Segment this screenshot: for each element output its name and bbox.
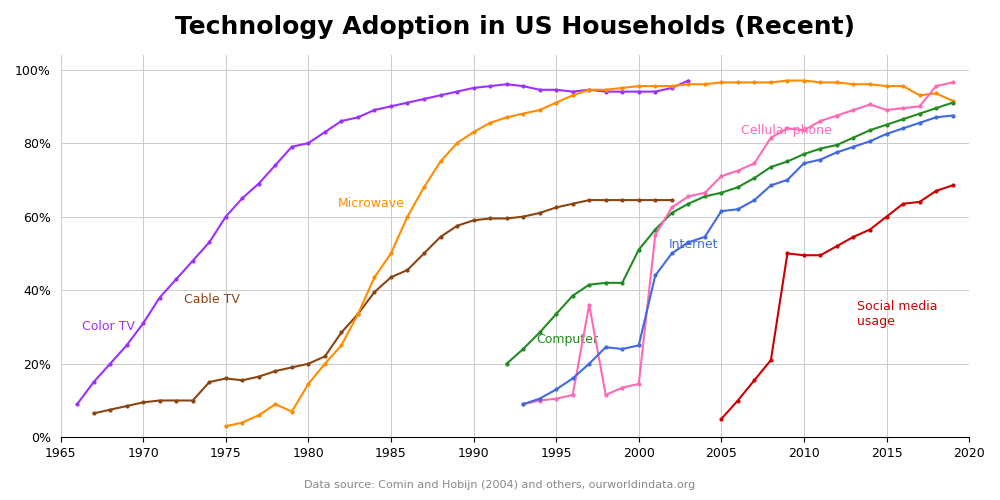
Text: Cable TV: Cable TV — [184, 293, 240, 306]
Text: Cellular phone: Cellular phone — [741, 124, 832, 136]
Text: Internet: Internet — [668, 238, 718, 250]
Text: Social media
usage: Social media usage — [857, 300, 937, 328]
Text: Computer: Computer — [536, 334, 598, 346]
Text: Color TV: Color TV — [82, 320, 135, 334]
Title: Technology Adoption in US Households (Recent): Technology Adoption in US Households (Re… — [175, 15, 855, 39]
Text: Microwave: Microwave — [338, 198, 405, 210]
Text: Data source: Comin and Hobijn (2004) and others, ourworldindata.org: Data source: Comin and Hobijn (2004) and… — [304, 480, 696, 490]
